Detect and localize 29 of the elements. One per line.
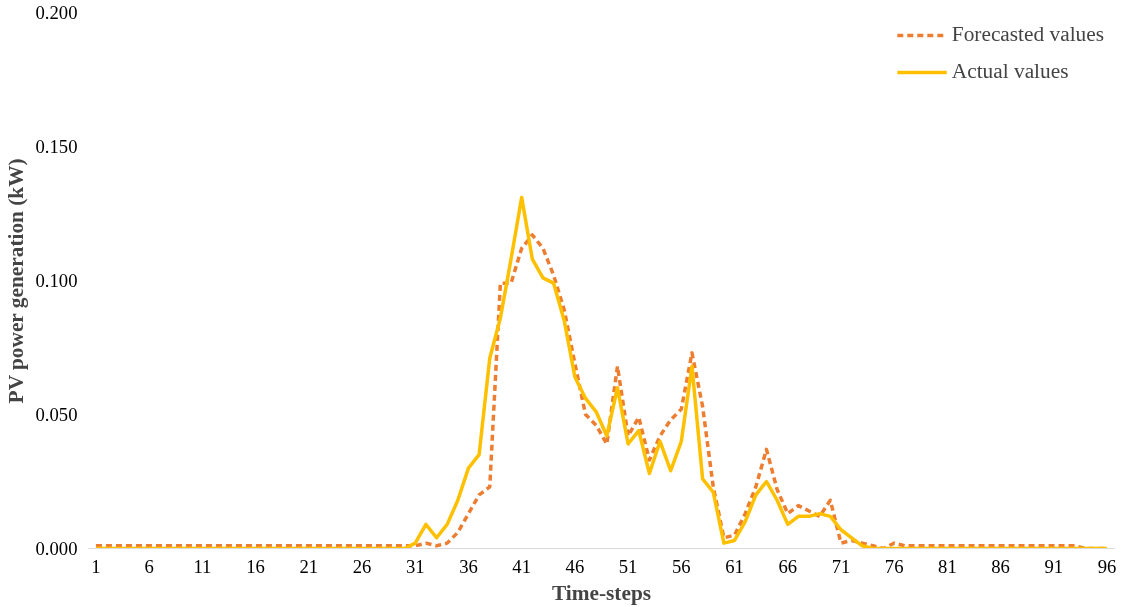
y-tick-label: 0.100 [35, 270, 78, 291]
x-tick-label: 21 [299, 555, 319, 577]
x-tick-label: 26 [352, 555, 372, 577]
x-tick-label: 11 [193, 555, 212, 577]
legend-label: Forecasted values [951, 22, 1104, 47]
x-tick-label: 6 [144, 555, 154, 577]
x-tick-label: 61 [725, 555, 744, 577]
y-tick-label: 0.000 [35, 538, 78, 559]
y-axis-title: PV power generation (kW) [3, 158, 28, 404]
x-tick-label: 71 [831, 555, 851, 577]
x-tick-label: 76 [884, 555, 904, 577]
x-tick-label: 51 [618, 555, 638, 577]
x-tick-label: 1 [91, 555, 101, 577]
y-tick-label: 0.050 [35, 404, 78, 425]
x-axis-title: Time-steps [551, 580, 652, 605]
x-tick-label: 91 [1044, 555, 1064, 577]
x-tick-label: 66 [778, 555, 798, 577]
x-tick-label: 31 [405, 555, 425, 577]
x-tick-label: 46 [565, 555, 585, 577]
x-tick-label: 96 [1097, 555, 1117, 577]
x-tick-label: 16 [246, 555, 265, 577]
x-tick-label: 81 [938, 555, 957, 577]
y-tick-label: 0.200 [35, 2, 78, 23]
x-tick-label: 56 [672, 555, 691, 577]
x-tick-label: 36 [459, 555, 478, 577]
x-tick-label: 41 [512, 555, 531, 577]
x-tick-label: 86 [991, 555, 1010, 577]
legend-label: Actual values [951, 59, 1069, 84]
y-tick-label: 0.150 [35, 136, 78, 157]
